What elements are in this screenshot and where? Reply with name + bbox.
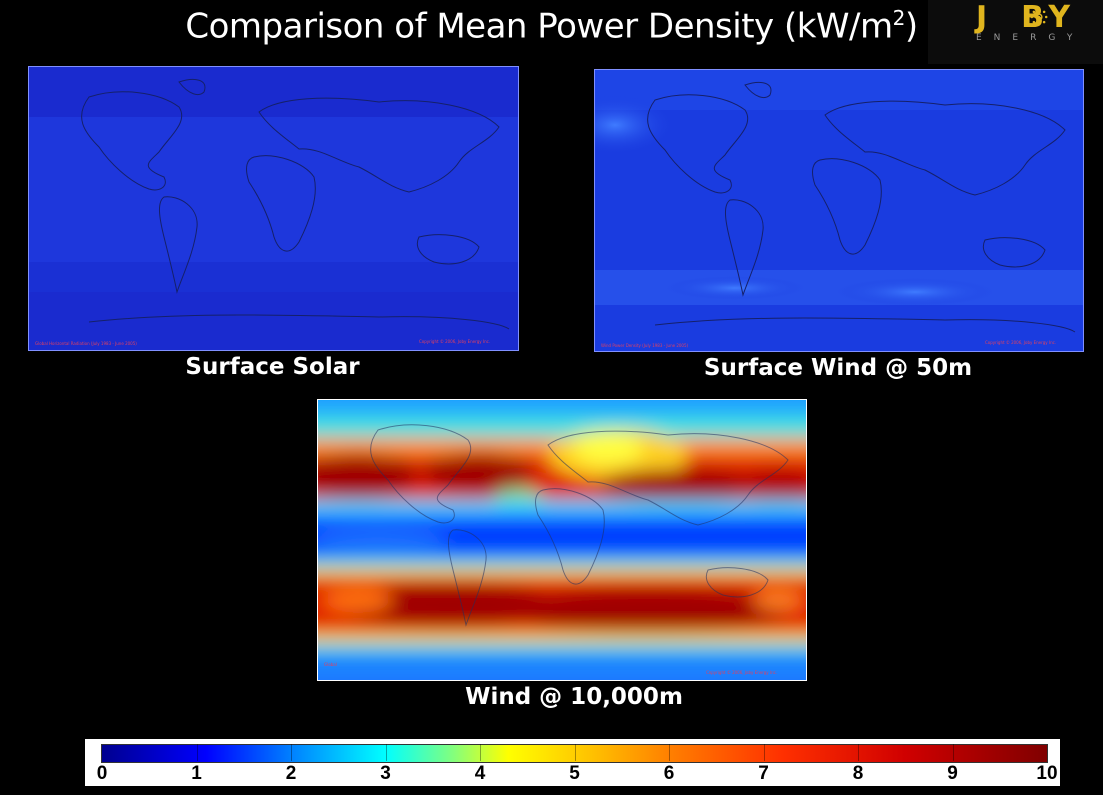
surface-wind-caption: Surface Wind @ 50m — [703, 355, 973, 381]
logo-subtitle: ENERGY — [976, 33, 1085, 43]
map-footer-right: Copyright © 2006, Joby Energy Inc. — [985, 340, 1057, 345]
map-footer-right: Copyright © 2006, Joby Energy Inc. — [706, 670, 778, 675]
colorbar-tick-label: 2 — [285, 763, 297, 784]
map-footer-left: Global Horizontal Radiation (July 1983 -… — [35, 341, 137, 346]
colorbar-tick-label: 7 — [758, 763, 769, 784]
surface-solar-caption: Surface Solar — [185, 354, 360, 380]
colorbar-tick — [574, 744, 576, 761]
colorbar-tick — [763, 744, 765, 761]
colorbar-tick — [385, 744, 387, 761]
colorbar-tick-label: 6 — [663, 763, 675, 784]
colorbar-tick — [196, 744, 198, 761]
sun-icon — [1030, 8, 1048, 26]
colorbar-tick — [858, 744, 859, 761]
colorbar-tick — [952, 744, 954, 761]
colorbar-tick-label: 8 — [852, 763, 864, 784]
surface-solar-map: Global Horizontal Radiation (July 1983 -… — [28, 66, 519, 351]
colorbar-tick — [291, 744, 292, 761]
colorbar-tick-label: 10 — [1036, 763, 1058, 784]
map-footer-right: Copyright © 2006, Joby Energy Inc. — [419, 339, 491, 344]
colorbar-tick-label: 4 — [474, 763, 486, 784]
wind-10000m-caption: Wind @ 10,000m — [465, 684, 683, 710]
colorbar-tick — [480, 744, 481, 761]
map-footer-left: Wind Power Density (July 1983 - June 200… — [601, 343, 689, 348]
colorbar: 0 1 2 3 4 5 6 7 8 9 10 — [85, 739, 1060, 786]
surface-wind-map: Wind Power Density (July 1983 - June 200… — [594, 69, 1084, 352]
colorbar-tick-label: 3 — [380, 763, 391, 784]
colorbar-tick-label: 9 — [947, 763, 958, 784]
logo-word: J BY — [976, 0, 1077, 35]
colorbar-gradient — [101, 744, 1048, 763]
high-altitude-wind-map: Global Copyright © 2006, Joby Energy Inc… — [317, 399, 807, 681]
page-title: Comparison of Mean Power Density (kW/m2) — [185, 6, 918, 47]
colorbar-tick-label: 0 — [96, 763, 108, 784]
colorbar-tick — [669, 744, 670, 761]
colorbar-tick-label: 1 — [191, 763, 202, 784]
colorbar-tick-label: 5 — [569, 763, 580, 784]
joby-energy-logo: J BY ENERGY — [928, 0, 1103, 64]
map-footer-left: Global — [324, 662, 337, 667]
